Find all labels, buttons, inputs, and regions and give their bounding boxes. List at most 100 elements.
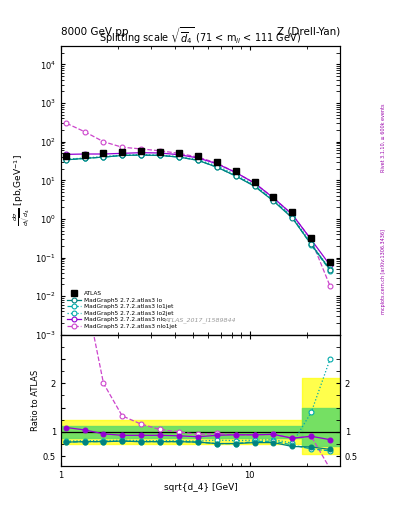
MadGraph5 2.7.2.atlas3 nlo1jet bbox=[120, 144, 125, 151]
Line: ATLAS: ATLAS bbox=[63, 148, 333, 265]
MadGraph5 2.7.2.atlas3 lo2jet bbox=[214, 162, 219, 168]
MadGraph5 2.7.2.atlas3 lo bbox=[139, 152, 143, 158]
Text: Z (Drell-Yan): Z (Drell-Yan) bbox=[277, 27, 340, 37]
MadGraph5 2.7.2.atlas3 lo1jet bbox=[64, 157, 69, 163]
MadGraph5 2.7.2.atlas3 lo bbox=[290, 215, 295, 221]
MadGraph5 2.7.2.atlas3 lo1jet bbox=[290, 214, 295, 220]
MadGraph5 2.7.2.atlas3 nlo bbox=[120, 150, 125, 156]
Text: 8000 GeV pp: 8000 GeV pp bbox=[61, 27, 129, 37]
MadGraph5 2.7.2.atlas3 lo1jet bbox=[233, 173, 238, 179]
MadGraph5 2.7.2.atlas3 lo1jet bbox=[120, 153, 125, 159]
MadGraph5 2.7.2.atlas3 lo bbox=[158, 153, 162, 159]
MadGraph5 2.7.2.atlas3 nlo1jet bbox=[328, 283, 332, 289]
MadGraph5 2.7.2.atlas3 lo bbox=[177, 154, 182, 160]
MadGraph5 2.7.2.atlas3 lo2jet bbox=[177, 154, 182, 160]
MadGraph5 2.7.2.atlas3 lo2jet bbox=[64, 156, 69, 162]
MadGraph5 2.7.2.atlas3 nlo1jet bbox=[233, 169, 238, 176]
MadGraph5 2.7.2.atlas3 nlo bbox=[158, 150, 162, 156]
MadGraph5 2.7.2.atlas3 lo2jet bbox=[196, 157, 200, 163]
MadGraph5 2.7.2.atlas3 nlo1jet bbox=[64, 120, 69, 126]
ATLAS bbox=[214, 159, 219, 165]
ATLAS bbox=[101, 150, 106, 156]
MadGraph5 2.7.2.atlas3 lo2jet bbox=[139, 152, 143, 158]
ATLAS bbox=[252, 179, 257, 185]
MadGraph5 2.7.2.atlas3 lo bbox=[271, 198, 276, 204]
MadGraph5 2.7.2.atlas3 lo1jet bbox=[83, 155, 87, 161]
MadGraph5 2.7.2.atlas3 lo2jet bbox=[328, 266, 332, 272]
MadGraph5 2.7.2.atlas3 lo bbox=[101, 154, 106, 160]
Legend: ATLAS, MadGraph5 2.7.2.atlas3 lo, MadGraph5 2.7.2.atlas3 lo1jet, MadGraph5 2.7.2: ATLAS, MadGraph5 2.7.2.atlas3 lo, MadGra… bbox=[64, 288, 180, 332]
MadGraph5 2.7.2.atlas3 nlo bbox=[214, 161, 219, 167]
ATLAS bbox=[196, 153, 200, 159]
MadGraph5 2.7.2.atlas3 nlo1jet bbox=[309, 237, 314, 243]
MadGraph5 2.7.2.atlas3 nlo1jet bbox=[177, 150, 182, 156]
Line: MadGraph5 2.7.2.atlas3 lo: MadGraph5 2.7.2.atlas3 lo bbox=[64, 153, 332, 272]
ATLAS bbox=[83, 152, 87, 158]
MadGraph5 2.7.2.atlas3 lo2jet bbox=[290, 214, 295, 220]
ATLAS bbox=[271, 194, 276, 200]
MadGraph5 2.7.2.atlas3 nlo1jet bbox=[252, 180, 257, 186]
Line: MadGraph5 2.7.2.atlas3 lo1jet: MadGraph5 2.7.2.atlas3 lo1jet bbox=[64, 153, 332, 273]
MadGraph5 2.7.2.atlas3 lo2jet bbox=[252, 182, 257, 188]
Y-axis label: $\frac{d\sigma}{d\sqrt{d_4}}$ [pb,GeV$^{-1}$]: $\frac{d\sigma}{d\sqrt{d_4}}$ [pb,GeV$^{… bbox=[12, 155, 32, 226]
ATLAS bbox=[290, 209, 295, 215]
MadGraph5 2.7.2.atlas3 lo bbox=[309, 241, 314, 247]
MadGraph5 2.7.2.atlas3 nlo bbox=[290, 211, 295, 218]
MadGraph5 2.7.2.atlas3 lo1jet bbox=[196, 157, 200, 163]
MadGraph5 2.7.2.atlas3 nlo bbox=[271, 195, 276, 201]
MadGraph5 2.7.2.atlas3 nlo bbox=[233, 169, 238, 176]
MadGraph5 2.7.2.atlas3 nlo bbox=[83, 151, 87, 157]
MadGraph5 2.7.2.atlas3 lo1jet bbox=[139, 152, 143, 158]
MadGraph5 2.7.2.atlas3 lo1jet bbox=[328, 267, 332, 273]
MadGraph5 2.7.2.atlas3 nlo bbox=[64, 151, 69, 157]
MadGraph5 2.7.2.atlas3 lo2jet bbox=[271, 197, 276, 203]
ATLAS bbox=[309, 235, 314, 241]
Text: mcplots.cern.ch [arXiv:1306.3436]: mcplots.cern.ch [arXiv:1306.3436] bbox=[381, 229, 386, 314]
MadGraph5 2.7.2.atlas3 nlo1jet bbox=[101, 139, 106, 145]
MadGraph5 2.7.2.atlas3 lo1jet bbox=[214, 164, 219, 170]
MadGraph5 2.7.2.atlas3 lo bbox=[83, 155, 87, 161]
MadGraph5 2.7.2.atlas3 lo1jet bbox=[177, 154, 182, 160]
MadGraph5 2.7.2.atlas3 nlo1jet bbox=[158, 148, 162, 154]
MadGraph5 2.7.2.atlas3 nlo1jet bbox=[214, 160, 219, 166]
MadGraph5 2.7.2.atlas3 nlo1jet bbox=[290, 211, 295, 218]
MadGraph5 2.7.2.atlas3 nlo bbox=[309, 237, 314, 243]
ATLAS bbox=[328, 259, 332, 265]
MadGraph5 2.7.2.atlas3 nlo1jet bbox=[83, 129, 87, 135]
X-axis label: sqrt{d_4} [GeV]: sqrt{d_4} [GeV] bbox=[163, 482, 237, 492]
MadGraph5 2.7.2.atlas3 lo bbox=[64, 157, 69, 163]
MadGraph5 2.7.2.atlas3 nlo bbox=[252, 180, 257, 186]
Text: ATLAS_2017_I1589844: ATLAS_2017_I1589844 bbox=[165, 317, 236, 323]
MadGraph5 2.7.2.atlas3 lo2jet bbox=[309, 241, 314, 247]
Line: MadGraph5 2.7.2.atlas3 nlo: MadGraph5 2.7.2.atlas3 nlo bbox=[64, 150, 332, 268]
MadGraph5 2.7.2.atlas3 nlo bbox=[139, 150, 143, 156]
MadGraph5 2.7.2.atlas3 lo2jet bbox=[233, 172, 238, 178]
ATLAS bbox=[139, 148, 143, 155]
ATLAS bbox=[177, 150, 182, 156]
MadGraph5 2.7.2.atlas3 nlo1jet bbox=[139, 146, 143, 152]
MadGraph5 2.7.2.atlas3 lo bbox=[120, 153, 125, 159]
Text: Rivet 3.1.10, ≥ 600k events: Rivet 3.1.10, ≥ 600k events bbox=[381, 104, 386, 173]
ATLAS bbox=[158, 148, 162, 155]
Line: MadGraph5 2.7.2.atlas3 lo2jet: MadGraph5 2.7.2.atlas3 lo2jet bbox=[64, 152, 332, 271]
MadGraph5 2.7.2.atlas3 nlo bbox=[177, 152, 182, 158]
MadGraph5 2.7.2.atlas3 lo bbox=[252, 183, 257, 189]
MadGraph5 2.7.2.atlas3 lo bbox=[196, 157, 200, 163]
MadGraph5 2.7.2.atlas3 lo bbox=[214, 164, 219, 170]
MadGraph5 2.7.2.atlas3 lo1jet bbox=[158, 153, 162, 159]
MadGraph5 2.7.2.atlas3 lo1jet bbox=[252, 183, 257, 189]
MadGraph5 2.7.2.atlas3 lo1jet bbox=[309, 242, 314, 248]
ATLAS bbox=[233, 168, 238, 175]
MadGraph5 2.7.2.atlas3 nlo bbox=[196, 155, 200, 161]
MadGraph5 2.7.2.atlas3 nlo1jet bbox=[196, 154, 200, 160]
Title: Splitting scale $\sqrt{\overline{d}_4}$ (71 < m$_{ll}$ < 111 GeV): Splitting scale $\sqrt{\overline{d}_4}$ … bbox=[99, 25, 301, 46]
Line: MadGraph5 2.7.2.atlas3 nlo1jet: MadGraph5 2.7.2.atlas3 nlo1jet bbox=[64, 121, 332, 289]
MadGraph5 2.7.2.atlas3 nlo bbox=[328, 262, 332, 268]
ATLAS bbox=[120, 149, 125, 155]
MadGraph5 2.7.2.atlas3 nlo1jet bbox=[271, 195, 276, 201]
MadGraph5 2.7.2.atlas3 lo bbox=[233, 173, 238, 179]
MadGraph5 2.7.2.atlas3 lo1jet bbox=[101, 154, 106, 160]
MadGraph5 2.7.2.atlas3 lo bbox=[328, 267, 332, 273]
MadGraph5 2.7.2.atlas3 lo2jet bbox=[120, 152, 125, 158]
MadGraph5 2.7.2.atlas3 lo2jet bbox=[158, 152, 162, 158]
